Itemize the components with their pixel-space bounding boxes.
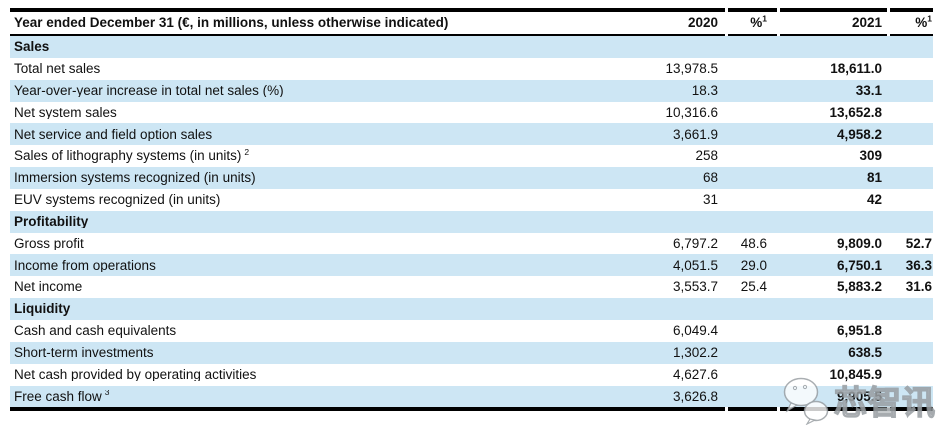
table-row: Profitability	[10, 210, 933, 233]
value-2020: 10,316.6	[665, 104, 718, 120]
table-row: Net income 3,553.7 25.4 5,883.2 31.6	[10, 276, 933, 299]
row-label: Immersion systems recognized (in units)	[14, 171, 256, 185]
table-title: Year ended December 31 (€, in millions, …	[14, 16, 449, 30]
value-2020: 4,051.5	[672, 257, 718, 273]
row-label: Net system sales	[14, 105, 117, 120]
value-2020: 31	[702, 192, 718, 208]
table-row: Free cash flow 3 3,626.8 9,905.5	[10, 385, 933, 408]
value-2020: 1,302.2	[672, 344, 718, 360]
row-label: Short-term investments	[14, 345, 154, 360]
table-row: Liquidity	[10, 298, 933, 320]
row-label: Sales of lithography systems (in units)	[14, 149, 242, 163]
percent-2021: 31.6	[905, 279, 932, 295]
table-row: Cash and cash equivalents 6,049.4 6,951.…	[10, 319, 933, 342]
column-header-pct-2020: %1	[750, 13, 767, 31]
column-header-pct-2021: %1	[915, 13, 932, 31]
value-2021: 81	[866, 170, 882, 186]
percent-2021: 36.3	[905, 257, 932, 273]
value-2021: 5,883.2	[836, 279, 882, 295]
value-2021: 6,750.1	[836, 257, 882, 273]
table-row: Immersion systems recognized (in units) …	[10, 167, 933, 189]
value-2021: 4,958.2	[836, 126, 882, 142]
row-label: Gross profit	[14, 236, 84, 251]
value-2020: 68	[702, 170, 718, 186]
header-bottom-rule	[10, 34, 933, 36]
table-row: Net cash provided by operating activitie…	[10, 363, 933, 386]
value-2020: 3,661.9	[672, 126, 718, 142]
value-2020: 3,626.8	[672, 388, 718, 404]
value-2021: 13,652.8	[829, 104, 882, 120]
value-2021: 33.1	[855, 82, 882, 98]
row-label: Total net sales	[14, 62, 101, 76]
row-label: Free cash flow	[14, 389, 102, 404]
value-2020: 258	[695, 148, 718, 164]
value-2021: 9,905.5	[836, 388, 882, 404]
value-2020: 6,049.4	[672, 323, 718, 339]
row-label: Sales	[14, 40, 50, 54]
table-row: Sales of lithography systems (in units) 2…	[10, 145, 933, 168]
percent-2020: 29.0	[740, 257, 767, 273]
value-2020: 4,627.6	[672, 366, 718, 382]
value-2021: 18,611.0	[830, 61, 882, 77]
row-label: Cash and cash equivalents	[14, 324, 177, 338]
table-row: Total net sales 13,978.5 18,611.0	[10, 57, 933, 80]
value-2020: 18.3	[691, 82, 718, 98]
table-row: EUV systems recognized (in units) 31 42	[10, 188, 933, 211]
value-2021: 9,809.0	[836, 235, 882, 251]
row-label: Income from operations	[14, 258, 156, 273]
column-header-2021: 2021	[851, 15, 882, 31]
table-row: Gross profit 6,797.2 48.6 9,809.0 52.7	[10, 232, 933, 255]
value-2020: 13,978.5	[665, 61, 718, 77]
table-row: Income from operations 4,051.5 29.0 6,75…	[10, 254, 933, 277]
table-row: Short-term investments 1,302.2 638.5	[10, 341, 933, 364]
financial-summary-table: Year ended December 31 (€, in millions, …	[10, 8, 933, 412]
percent-2020: 25.4	[740, 279, 767, 295]
row-label-footnote: 3	[104, 389, 110, 398]
value-2021: 42	[866, 192, 882, 208]
row-label: Net service and field option sales	[14, 127, 213, 142]
table-bottom-rule	[10, 407, 933, 412]
row-label: Net income	[14, 280, 83, 294]
row-label-footnote: 2	[244, 149, 250, 157]
table-row: Net system sales 10,316.6 13,652.8	[10, 101, 933, 124]
row-label: Net cash provided by operating activitie…	[14, 367, 257, 382]
table-row: Year-over-year increase in total net sal…	[10, 79, 933, 102]
value-2020: 6,797.2	[672, 235, 718, 251]
value-2021: 309	[859, 148, 882, 164]
value-2021: 10,845.9	[829, 366, 882, 382]
table-row: Sales	[10, 36, 933, 58]
row-label: EUV systems recognized (in units)	[14, 193, 221, 207]
row-label: Profitability	[14, 214, 89, 229]
table-row: Net service and field option sales 3,661…	[10, 123, 933, 146]
table-body: Sales Total net sales 13,978.5 18,611.0 …	[10, 36, 933, 408]
column-header-2020: 2020	[687, 15, 718, 31]
table-header-row: Year ended December 31 (€, in millions, …	[10, 12, 933, 34]
value-2020: 3,553.7	[672, 279, 718, 295]
percent-2020: 48.6	[740, 235, 767, 251]
row-label: Year-over-year increase in total net sal…	[14, 83, 284, 98]
percent-2021: 52.7	[905, 235, 932, 251]
row-label: Liquidity	[14, 302, 71, 316]
value-2021: 6,951.8	[836, 323, 882, 339]
value-2021: 638.5	[848, 344, 882, 360]
table-top-rule	[10, 8, 933, 12]
